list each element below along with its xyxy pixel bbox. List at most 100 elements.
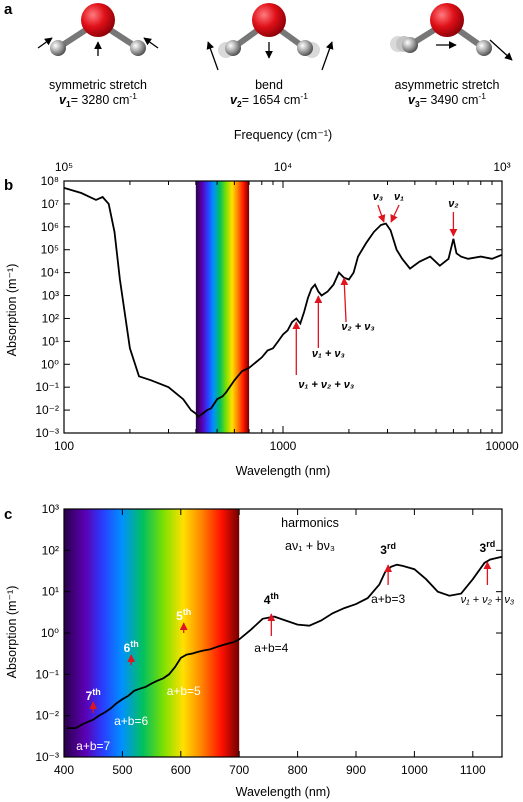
harmonic-order-label: 6th xyxy=(124,639,139,655)
x-axis-title: Wavelength (nm) xyxy=(236,785,331,799)
x-tick-label: 1000 xyxy=(270,439,297,453)
mode-label-3: asymmetric stretch v3= 3490 cm-1 xyxy=(395,78,500,109)
panel-c-frame xyxy=(63,508,503,758)
x-tick-label: 900 xyxy=(346,763,366,777)
annotation-arrow xyxy=(377,204,386,223)
x-tick-label: 700 xyxy=(229,763,249,777)
mode-annotation: ν₃ xyxy=(373,191,383,203)
annotation-arrow xyxy=(390,204,400,223)
y-tick-label: 10⁻² xyxy=(35,709,59,723)
visible-spectrum-band xyxy=(195,181,250,433)
absorption-curve xyxy=(63,187,503,419)
harmonic-order-label: 4th xyxy=(264,591,279,607)
y-tick-label: 10⁻¹ xyxy=(35,667,59,681)
harmonic-ab-label: a+b=6 xyxy=(114,714,148,728)
harmonic-ab-label: a+b=3 xyxy=(371,592,405,606)
y-tick-label: 10⁻³ xyxy=(35,426,59,440)
y-tick-label: 10³ xyxy=(42,502,59,516)
mode-value: v1= 3280 cm-1 xyxy=(59,91,137,109)
y-tick-label: 10⁷ xyxy=(41,197,59,211)
panel-c: c 10⁻³ 10⁻² 10⁻¹ 10⁰ 10¹ 10² 10³ 400 500 600 700 80… xyxy=(4,502,515,799)
panel-b: b Frequency (cm⁻¹) 10⁻³ 10⁻² 10⁻¹ 10⁰ 10¹ 10²… xyxy=(4,128,519,478)
panel-b-ticks: 10⁻³10⁻²10⁻¹10⁰10¹10²10³10⁴10⁵10⁶10⁷10⁸1… xyxy=(35,160,519,453)
absorption-curve xyxy=(66,555,503,729)
top-tick-label: 10⁵ xyxy=(55,160,73,174)
motion-arrow xyxy=(489,39,513,61)
y-tick-label: 10¹ xyxy=(42,334,59,348)
harmonic-ab-label: a+b=5 xyxy=(167,684,201,698)
y-tick-label: 10⁻³ xyxy=(35,750,59,764)
harmonic-ab-label: a+b=4 xyxy=(254,641,288,655)
motion-arrow xyxy=(321,41,334,71)
panel-c-ticks: 10⁻³ 10⁻² 10⁻¹ 10⁰ 10¹ 10² 10³ 400 500 600 700 800 9… xyxy=(35,502,502,777)
y-tick-label: 10³ xyxy=(42,289,59,303)
mode-name: symmetric stretch xyxy=(49,78,147,92)
oxygen-atom xyxy=(81,3,115,37)
molecule-asymmetric-stretch xyxy=(390,3,513,61)
legend-formula: aν₁ + bν₃ xyxy=(285,539,335,553)
mode-value: v3= 3490 cm-1 xyxy=(408,91,486,109)
top-tick-label: 10⁴ xyxy=(274,160,293,174)
mode-label-1: symmetric stretch v1= 3280 cm-1 xyxy=(49,78,147,109)
x-tick-label: 400 xyxy=(54,763,74,777)
mode-annotation: ν₁ + ν₂ + ν₃ xyxy=(298,379,354,391)
mode-annotation: ν₂ + ν₃ xyxy=(341,321,374,333)
hydrogen-atom xyxy=(476,40,492,56)
y-tick-label: 10⁶ xyxy=(41,220,59,234)
y-tick-label: 10² xyxy=(42,311,59,325)
molecule-symmetric-stretch xyxy=(37,3,159,56)
harmonic-order-label: 5th xyxy=(176,607,191,623)
y-tick-label: 10⁵ xyxy=(41,243,59,257)
oxygen-atom xyxy=(252,3,286,37)
hydrogen-atom xyxy=(50,40,66,56)
y-tick-label: 10⁰ xyxy=(41,626,59,640)
harmonic-ab-label: ν₁ + ν₂ + ν₃ xyxy=(461,594,515,606)
mode-annotation: ν₁ xyxy=(394,191,404,203)
hydrogen-atom xyxy=(297,40,313,56)
motion-arrow xyxy=(143,37,159,49)
harmonic-order-label: 3rd xyxy=(380,541,396,557)
x-tick-label: 100 xyxy=(54,439,74,453)
y-tick-label: 10⁻² xyxy=(35,403,59,417)
x-tick-label: 1100 xyxy=(460,763,486,777)
motion-arrow xyxy=(37,37,53,49)
oxygen-atom xyxy=(430,3,464,37)
mode-name: asymmetric stretch xyxy=(395,78,500,92)
top-tick-label: 10³ xyxy=(493,160,510,174)
x-axis-title: Wavelength (nm) xyxy=(236,464,331,478)
y-tick-label: 10² xyxy=(42,543,59,557)
panel-b-letter: b xyxy=(4,177,13,194)
panel-a-letter: a xyxy=(4,1,13,18)
motion-arrow xyxy=(206,41,219,71)
hydrogen-atom xyxy=(130,40,146,56)
x-tick-label: 10000 xyxy=(485,439,519,453)
top-axis-title: Frequency (cm⁻¹) xyxy=(234,128,332,142)
hydrogen-atom xyxy=(402,37,418,53)
mode-label-2: bend v2= 1654 cm-1 xyxy=(230,78,308,109)
harmonic-ab-label: a+b=7 xyxy=(76,739,110,753)
y-tick-label: 10⁰ xyxy=(41,357,59,371)
x-tick-label: 600 xyxy=(171,763,191,777)
harmonic-order-label: 3rd xyxy=(480,539,496,555)
x-tick-label: 500 xyxy=(112,763,132,777)
mode-name: bend xyxy=(255,78,283,92)
hydrogen-atom xyxy=(225,40,241,56)
y-axis-title: Absorption (m⁻¹) xyxy=(5,586,19,679)
panel-c-letter: c xyxy=(4,506,12,523)
x-tick-label: 800 xyxy=(288,763,308,777)
panel-a: a xyxy=(4,1,513,109)
visible-spectrum-band xyxy=(64,509,240,757)
legend-harmonics: harmonics xyxy=(281,516,339,530)
harmonic-order-label: 7th xyxy=(86,687,101,703)
y-tick-label: 10⁴ xyxy=(40,266,59,280)
panel-c-annotations: 7th a+b=7 6th a+b=6 5th a+b=5 4th a+b=4 3rd a+b=3… xyxy=(76,539,515,753)
panel-b-frame xyxy=(63,180,503,434)
mode-annotation: ν₁ + ν₃ xyxy=(312,348,345,360)
y-tick-label: 10¹ xyxy=(42,585,59,599)
x-tick-label: 1000 xyxy=(401,763,428,777)
mode-value: v2= 1654 cm-1 xyxy=(230,91,308,109)
molecule-bend xyxy=(206,3,334,71)
y-tick-label: 10⁻¹ xyxy=(35,380,59,394)
mode-annotation: ν₂ xyxy=(448,198,458,210)
